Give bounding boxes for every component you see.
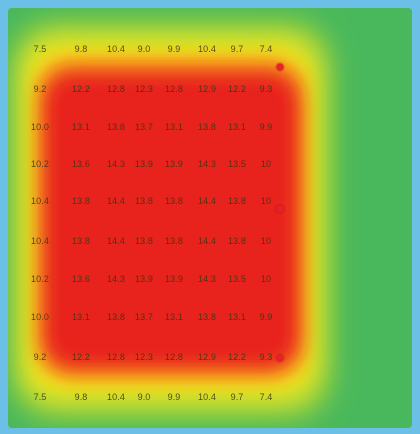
heatmap-area: 7.5 9.8 10.4 9.0 9.9 10.4 9.7 7.4 9.2 12.2 12.8 12.… (8, 8, 412, 428)
cell-value: 12.3 (135, 84, 153, 94)
cell-value: 12.2 (228, 352, 246, 362)
cell-value: 10.2 (31, 274, 49, 284)
cell-value: 10.4 (198, 44, 216, 54)
cell-value: 13.8 (135, 196, 153, 206)
cell-value: 9.9 (259, 122, 273, 132)
cell-value: 10.4 (31, 236, 49, 246)
cell-value: 10.2 (31, 159, 49, 169)
cell-value: 10.4 (198, 392, 216, 402)
cell-value: 10 (260, 236, 272, 246)
cell-value: 13.1 (72, 312, 90, 322)
cell-value: 12.8 (165, 84, 183, 94)
cell-value: 14.4 (107, 236, 125, 246)
cell-value: 13.1 (228, 122, 246, 132)
cell-value: 9.2 (33, 352, 47, 362)
cell-value: 9.0 (137, 44, 151, 54)
cell-value: 12.9 (198, 352, 216, 362)
cell-value: 9.3 (259, 352, 273, 362)
cell-value: 9.9 (259, 312, 273, 322)
cell-value: 10.4 (31, 196, 49, 206)
cell-value: 13.7 (135, 122, 153, 132)
cell-value: 10.4 (107, 392, 125, 402)
cell-value: 14.4 (198, 236, 216, 246)
cell-value: 13.8 (165, 236, 183, 246)
cell-value: 13.5 (228, 274, 246, 284)
cell-value: 10 (260, 274, 272, 284)
cell-value: 14.3 (198, 159, 216, 169)
cell-value: 13.9 (165, 159, 183, 169)
cell-value: 13.8 (228, 236, 246, 246)
heat-gradient (8, 8, 412, 428)
cell-value: 7.4 (259, 392, 273, 402)
cell-value: 7.4 (259, 44, 273, 54)
cell-value: 13.8 (72, 196, 90, 206)
cell-value: 12.3 (135, 352, 153, 362)
cell-value: 13.8 (165, 196, 183, 206)
cell-value: 13.5 (228, 159, 246, 169)
cell-value: 12.8 (165, 352, 183, 362)
cell-value: 9.2 (33, 84, 47, 94)
cell-value: 9.7 (230, 392, 244, 402)
cell-value: 7.5 (33, 392, 47, 402)
cell-value: 9.0 (137, 392, 151, 402)
cell-value: 12.9 (198, 84, 216, 94)
cell-value: 13.8 (198, 312, 216, 322)
cell-value: 13.9 (135, 159, 153, 169)
cell-value: 10 (260, 159, 272, 169)
cell-value: 10 (260, 196, 272, 206)
cell-value: 13.6 (72, 159, 90, 169)
cell-value: 9.3 (259, 84, 273, 94)
cell-value: 13.8 (72, 236, 90, 246)
cell-value: 9.9 (167, 392, 181, 402)
cell-value: 10.4 (107, 44, 125, 54)
cell-value: 10.0 (31, 312, 49, 322)
cell-value: 12.2 (228, 84, 246, 94)
cell-value: 14.3 (107, 159, 125, 169)
cell-value: 9.9 (167, 44, 181, 54)
marker-dot (276, 354, 284, 362)
cell-value: 13.8 (198, 122, 216, 132)
cell-value: 13.9 (165, 274, 183, 284)
marker-dot (276, 63, 284, 71)
cell-value: 9.8 (74, 392, 88, 402)
cell-value: 12.8 (107, 84, 125, 94)
cell-value: 14.3 (198, 274, 216, 284)
cell-value: 13.1 (72, 122, 90, 132)
cell-value: 12.2 (72, 84, 90, 94)
cell-value: 14.4 (198, 196, 216, 206)
value-grid: 7.5 9.8 10.4 9.0 9.9 10.4 9.7 7.4 9.2 12.2 12.8 12.… (8, 8, 412, 428)
cell-value: 14.3 (107, 274, 125, 284)
cell-value: 13.8 (107, 312, 125, 322)
cell-value: 13.1 (165, 312, 183, 322)
cell-value: 13.7 (135, 312, 153, 322)
cell-value: 13.8 (228, 196, 246, 206)
cell-value: 9.8 (74, 44, 88, 54)
cell-value: 13.1 (228, 312, 246, 322)
cell-value: 13.6 (72, 274, 90, 284)
cell-value: 7.5 (33, 44, 47, 54)
marker-dot (276, 205, 284, 213)
cell-value: 12.2 (72, 352, 90, 362)
cell-value: 13.1 (165, 122, 183, 132)
cell-value: 13.8 (135, 236, 153, 246)
cell-value: 9.7 (230, 44, 244, 54)
cell-value: 14.4 (107, 196, 125, 206)
cell-value: 13.9 (135, 274, 153, 284)
cell-value: 10.0 (31, 122, 49, 132)
cell-value: 12.8 (107, 352, 125, 362)
cell-value: 13.8 (107, 122, 125, 132)
